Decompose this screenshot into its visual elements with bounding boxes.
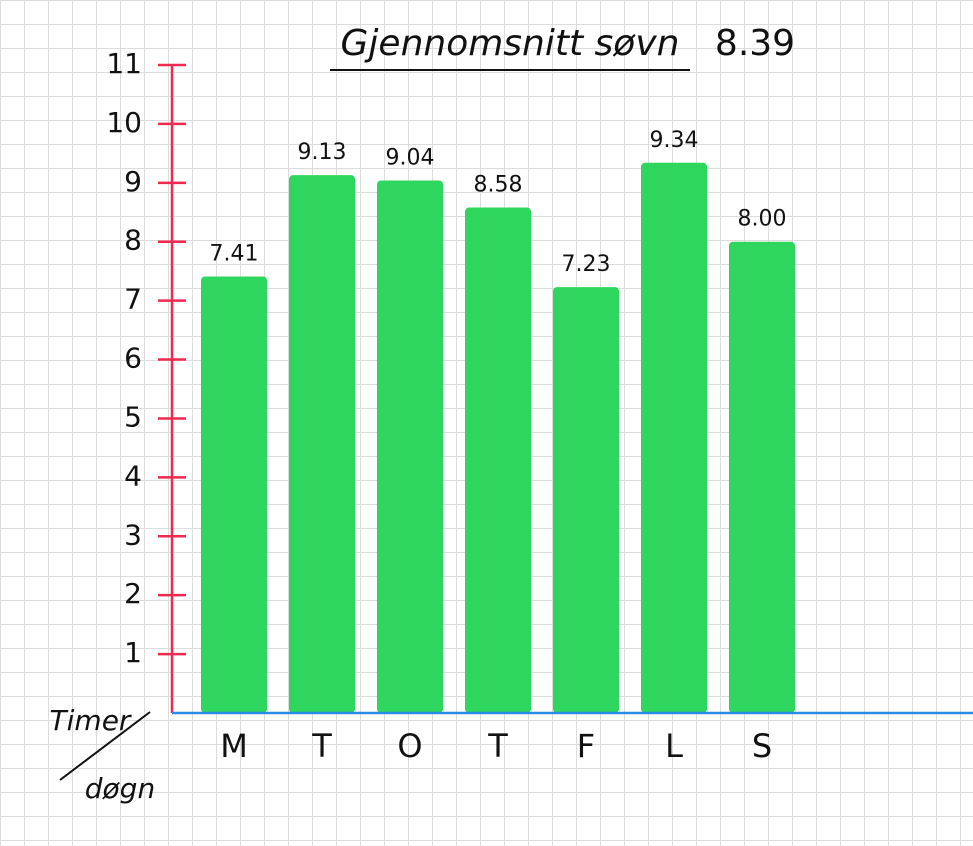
bar [729, 241, 795, 713]
value-label: 9.04 [386, 145, 435, 170]
chart-title: Gjennomsnitt søvn [341, 23, 680, 64]
y-tick-label: 7 [124, 283, 142, 316]
y-tick-label: 11 [106, 47, 142, 80]
y-tick-label: 6 [124, 342, 142, 375]
y-tick-label: 3 [124, 518, 142, 551]
value-label: 8.00 [738, 207, 787, 232]
y-tick-label: 2 [124, 577, 142, 610]
y-tick-label: 8 [124, 224, 142, 257]
bar [465, 207, 531, 713]
y-tick-label: 9 [124, 165, 142, 198]
x-tick-label: T [487, 727, 508, 765]
bar [289, 175, 355, 713]
value-label: 9.34 [650, 128, 699, 153]
unit-slash [59, 711, 151, 781]
x-tick-label: M [220, 727, 248, 765]
y-tick-label: 1 [124, 636, 142, 669]
value-label: 9.13 [298, 140, 347, 165]
unit-label-top: Timer [50, 704, 132, 737]
bar [641, 162, 707, 714]
x-tick-label: F [577, 727, 595, 765]
x-tick-label: S [752, 727, 772, 765]
unit-label-bottom: døgn [85, 772, 155, 805]
y-tick-label: 10 [106, 106, 142, 139]
value-label: 8.58 [474, 173, 523, 198]
y-tick-label: 4 [124, 459, 142, 492]
bar [201, 276, 267, 713]
y-tick-label: 5 [124, 400, 142, 433]
bar [377, 180, 443, 714]
value-label: 7.41 [210, 241, 259, 266]
value-label: 7.23 [562, 252, 611, 277]
bar [553, 287, 619, 713]
title-value: 8.39 [715, 23, 795, 64]
x-tick-label: T [311, 727, 332, 765]
x-tick-label: L [665, 727, 683, 765]
x-tick-label: O [397, 727, 422, 765]
